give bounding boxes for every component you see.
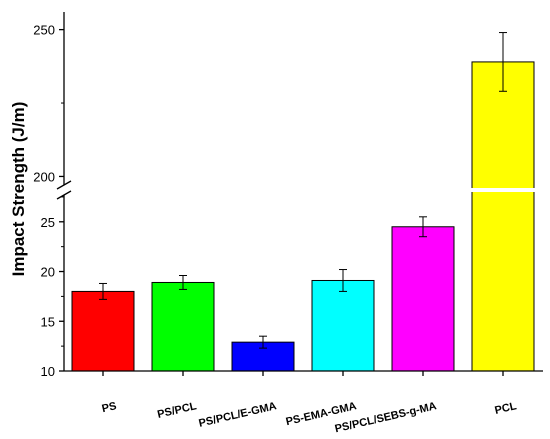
error-bars-layer [99,32,507,349]
error-bar-ps-ema-gma [339,269,347,292]
bar-ps-pcl-sebs-g-ma [391,226,455,372]
axis-break-mark [56,190,72,200]
x-category-label: PS/PCL [156,400,198,421]
error-bar-ps-pcl-sebs-g-ma [419,216,427,238]
y-tick-label: 250 [33,23,55,38]
y-tick-label: 25 [41,215,55,230]
y-tick-label: 15 [41,314,55,329]
error-bar-pcl [499,32,507,92]
y-tick-label: 200 [33,169,55,184]
y-tick-label: 10 [41,364,55,379]
error-bar-ps-pcl [179,275,187,290]
bar-pcl [471,61,535,372]
bar-ps [71,290,135,372]
y-axis-title: Impact Strength (J/m) [9,102,28,277]
y-tick-label: 20 [41,265,55,280]
axes-layer [56,12,543,376]
error-bar-ps-pcl-e-gma [259,335,267,349]
x-category-label: PCL [494,400,518,417]
bar-ps-pcl [151,281,215,372]
bars-layer [71,61,535,372]
x-category-label: PS/PCL/E-GMA [198,400,278,430]
bar-break-gap [471,188,535,192]
bar-ps-ema-gma [311,279,375,372]
error-bar-ps [99,282,107,300]
x-category-label: PS [101,400,118,415]
axis-break-mark [56,180,72,190]
